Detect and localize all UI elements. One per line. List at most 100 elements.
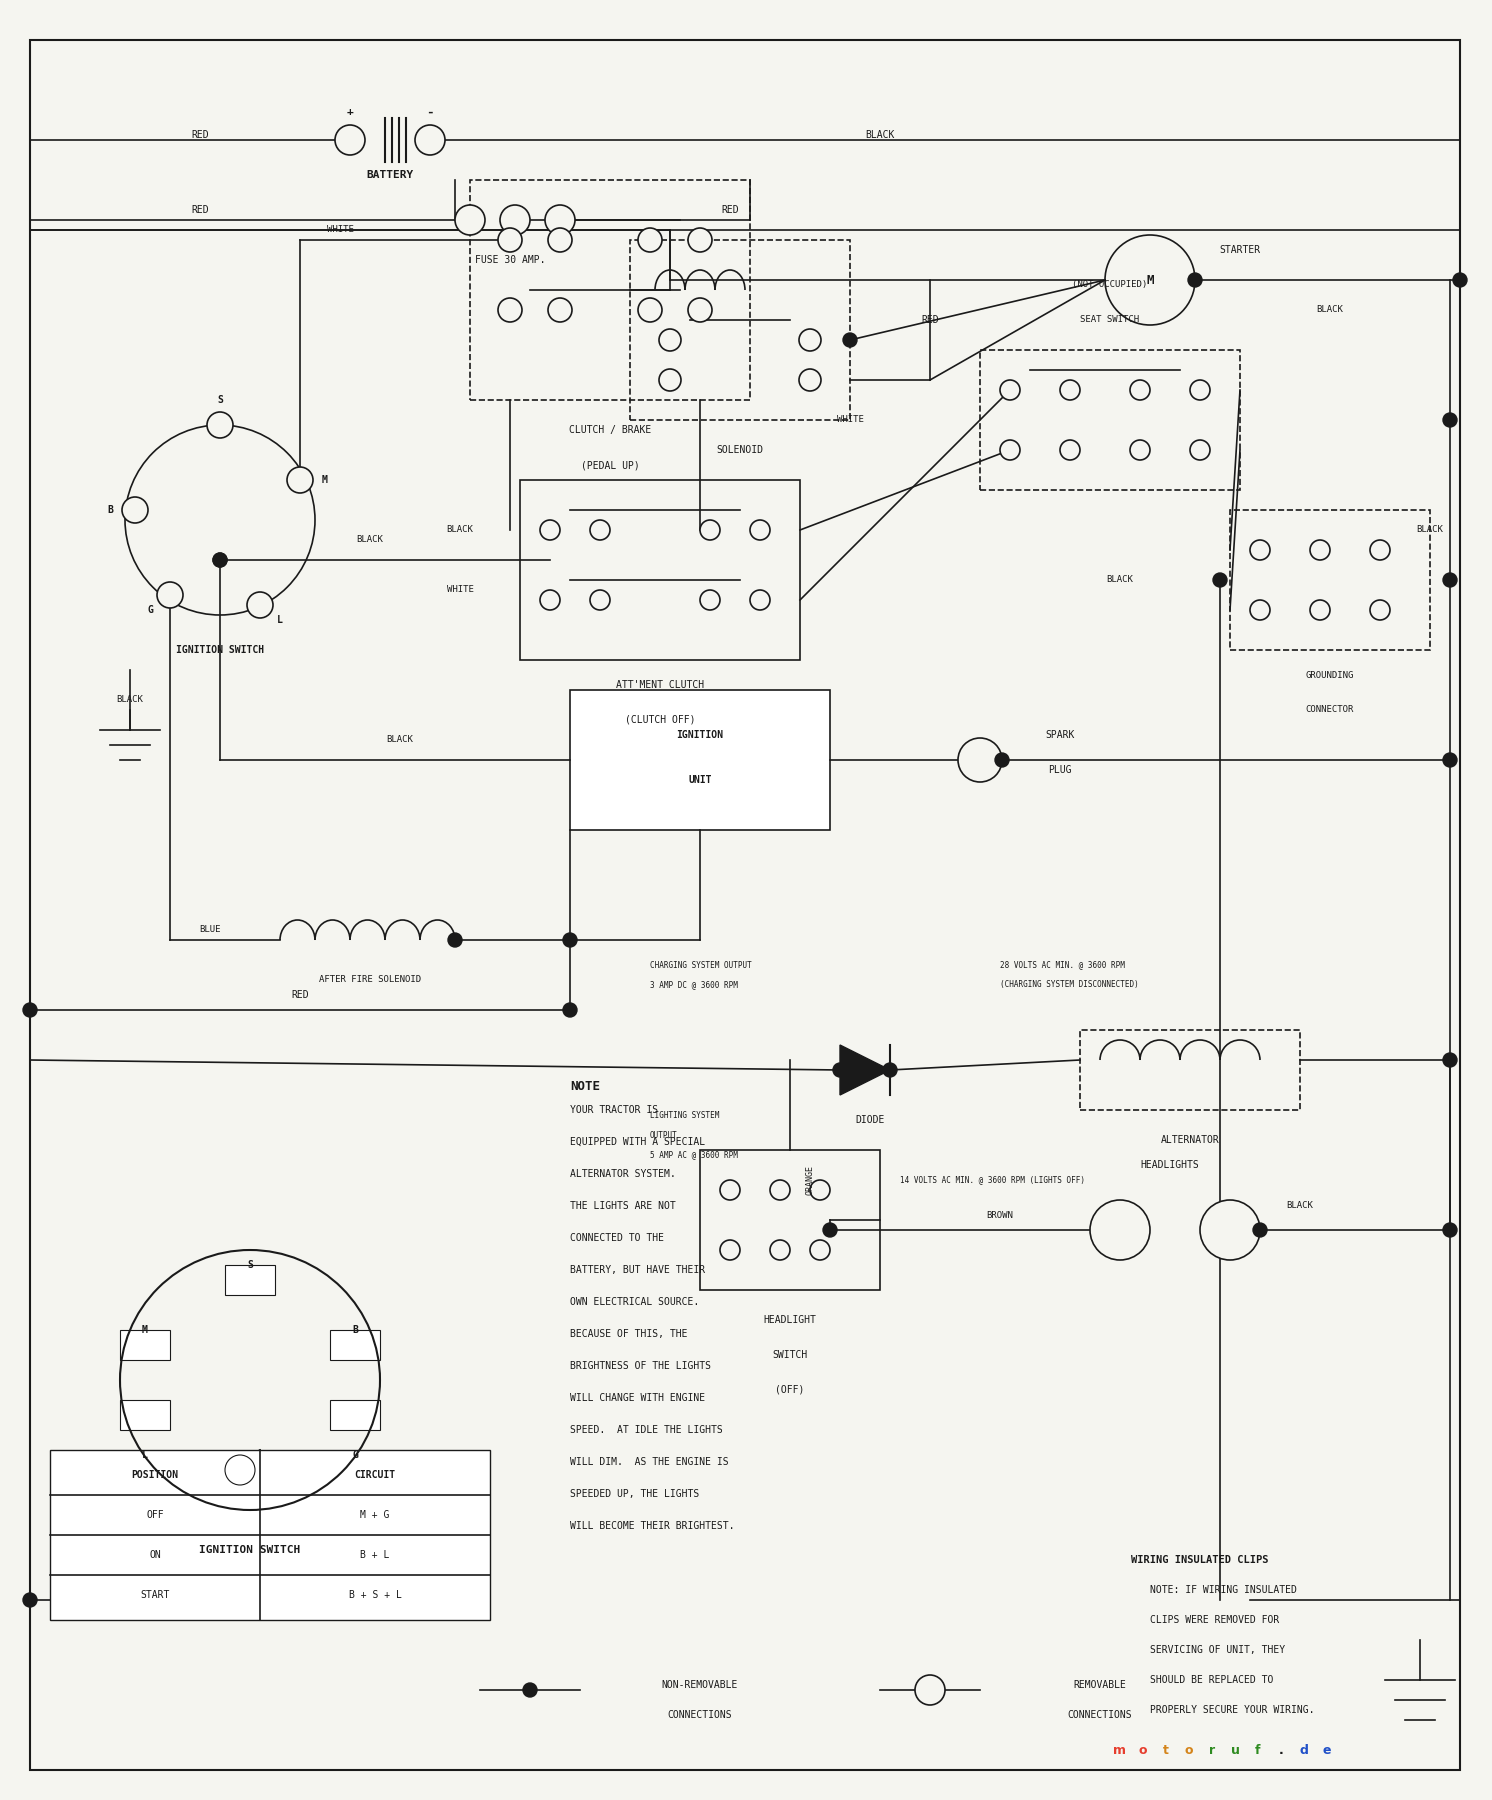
Text: BLACK: BLACK [446, 526, 473, 535]
Text: o: o [1138, 1744, 1147, 1757]
Circle shape [800, 369, 821, 391]
Text: EQUIPPED WITH A SPECIAL: EQUIPPED WITH A SPECIAL [570, 1138, 706, 1147]
Text: S: S [248, 1260, 254, 1271]
Circle shape [1453, 274, 1467, 286]
Text: SERVICING OF UNIT, THEY: SERVICING OF UNIT, THEY [1150, 1645, 1285, 1654]
Circle shape [824, 1222, 837, 1237]
Text: CHARGING SYSTEM OUTPUT: CHARGING SYSTEM OUTPUT [651, 961, 752, 970]
Circle shape [1310, 599, 1329, 619]
Text: DIODE: DIODE [855, 1114, 885, 1125]
Circle shape [498, 229, 522, 252]
Text: B: B [352, 1325, 358, 1336]
Circle shape [1059, 380, 1080, 400]
Circle shape [750, 590, 770, 610]
Bar [225, 1265, 275, 1294]
Text: +: + [346, 106, 354, 117]
Text: t: t [1164, 1744, 1168, 1757]
Circle shape [1443, 1053, 1458, 1067]
Text: RED: RED [291, 990, 309, 1001]
Circle shape [213, 553, 227, 567]
Text: BLACK: BLACK [865, 130, 895, 140]
Text: M: M [1146, 274, 1153, 286]
Circle shape [157, 581, 184, 608]
Text: u: u [1231, 1744, 1240, 1757]
Circle shape [1310, 540, 1329, 560]
Circle shape [1000, 380, 1021, 400]
Text: 14 VOLTS AC MIN. @ 3600 RPM (LIGHTS OFF): 14 VOLTS AC MIN. @ 3600 RPM (LIGHTS OFF) [900, 1175, 1085, 1184]
Text: (PEDAL UP): (PEDAL UP) [580, 461, 640, 470]
Text: CLUTCH / BRAKE: CLUTCH / BRAKE [568, 425, 651, 436]
Circle shape [248, 592, 273, 617]
Circle shape [1059, 439, 1080, 461]
Circle shape [1250, 599, 1270, 619]
Text: (NOT OCCUPIED): (NOT OCCUPIED) [1073, 281, 1147, 290]
Circle shape [915, 1676, 944, 1705]
Text: PROPERLY SECURE YOUR WIRING.: PROPERLY SECURE YOUR WIRING. [1150, 1705, 1314, 1715]
Text: ON: ON [149, 1550, 161, 1561]
Text: CONNECTOR: CONNECTOR [1306, 706, 1355, 715]
Text: WILL DIM.  AS THE ENGINE IS: WILL DIM. AS THE ENGINE IS [570, 1456, 728, 1467]
Text: SEAT SWITCH: SEAT SWITCH [1080, 315, 1140, 324]
Circle shape [1129, 439, 1150, 461]
Circle shape [548, 299, 571, 322]
Text: BLACK: BLACK [1416, 526, 1443, 535]
Text: o: o [1185, 1744, 1194, 1757]
Circle shape [1443, 572, 1458, 587]
Text: BLACK: BLACK [1286, 1201, 1313, 1210]
Text: CONNECTED TO THE: CONNECTED TO THE [570, 1233, 664, 1244]
Circle shape [659, 369, 680, 391]
Bar [630, 239, 850, 419]
Polygon shape [840, 1046, 891, 1094]
Text: WHITE: WHITE [327, 225, 354, 234]
Text: BLACK: BLACK [1316, 306, 1343, 315]
Circle shape [213, 553, 227, 567]
Bar [330, 1330, 380, 1361]
Text: STARTER: STARTER [1219, 245, 1261, 256]
Circle shape [1091, 1201, 1150, 1260]
Text: NOTE: IF WIRING INSULATED: NOTE: IF WIRING INSULATED [1150, 1586, 1297, 1595]
Text: d: d [1300, 1744, 1308, 1757]
Text: OUTPUT: OUTPUT [651, 1130, 677, 1139]
Text: UNIT: UNIT [688, 776, 712, 785]
Circle shape [1370, 599, 1391, 619]
Text: POSITION: POSITION [131, 1471, 179, 1480]
Circle shape [1443, 752, 1458, 767]
Text: B + S + L: B + S + L [349, 1589, 401, 1600]
Circle shape [721, 1181, 740, 1201]
Text: CIRCUIT: CIRCUIT [355, 1471, 395, 1480]
Bar [570, 689, 830, 830]
Text: START: START [140, 1589, 170, 1600]
Text: (CLUTCH OFF): (CLUTCH OFF) [625, 715, 695, 725]
Text: ORANGE: ORANGE [806, 1165, 815, 1195]
Text: ALTERNATOR SYSTEM.: ALTERNATOR SYSTEM. [570, 1168, 676, 1179]
Text: WIRING INSULATED CLIPS: WIRING INSULATED CLIPS [1131, 1555, 1268, 1564]
Circle shape [1443, 412, 1458, 427]
Text: RED: RED [721, 205, 739, 214]
Text: BLACK: BLACK [116, 695, 143, 704]
Text: FUSE 30 AMP.: FUSE 30 AMP. [474, 256, 545, 265]
Text: BLACK: BLACK [357, 536, 383, 544]
Circle shape [700, 520, 721, 540]
Circle shape [688, 299, 712, 322]
Text: SPARK: SPARK [1046, 731, 1074, 740]
Text: PLUG: PLUG [1049, 765, 1071, 776]
Text: AFTER FIRE SOLENOID: AFTER FIRE SOLENOID [319, 976, 421, 985]
Circle shape [843, 333, 856, 347]
Text: (CHARGING SYSTEM DISCONNECTED): (CHARGING SYSTEM DISCONNECTED) [1000, 981, 1138, 990]
Circle shape [500, 205, 530, 236]
Text: B + L: B + L [360, 1550, 389, 1561]
Circle shape [1000, 439, 1021, 461]
Text: WHITE: WHITE [446, 585, 473, 594]
Text: G: G [352, 1451, 358, 1460]
Text: L: L [142, 1451, 148, 1460]
Text: IGNITION: IGNITION [676, 731, 724, 740]
Text: OWN ELECTRICAL SOURCE.: OWN ELECTRICAL SOURCE. [570, 1298, 700, 1307]
Circle shape [700, 590, 721, 610]
Text: LIGHTING SYSTEM: LIGHTING SYSTEM [651, 1111, 719, 1120]
Circle shape [1213, 572, 1226, 587]
Circle shape [810, 1181, 830, 1201]
Circle shape [524, 1683, 537, 1697]
Bar [330, 1400, 380, 1429]
Bar [1229, 509, 1429, 650]
Text: r: r [1209, 1744, 1214, 1757]
